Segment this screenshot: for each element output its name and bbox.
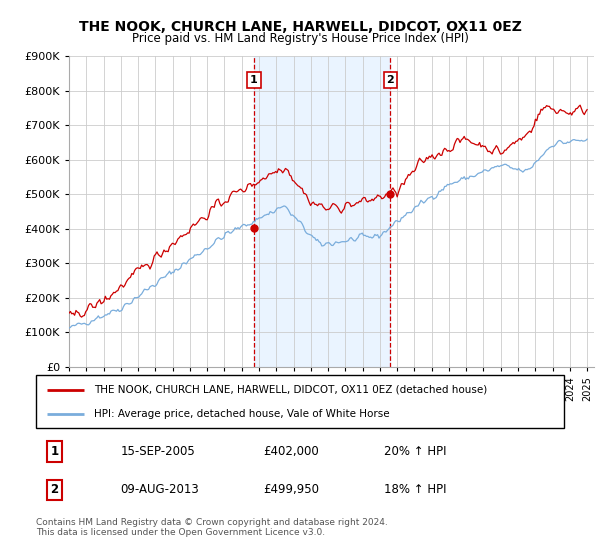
Text: 2: 2 — [386, 75, 394, 85]
Text: Contains HM Land Registry data © Crown copyright and database right 2024.
This d: Contains HM Land Registry data © Crown c… — [36, 518, 388, 538]
Text: THE NOOK, CHURCH LANE, HARWELL, DIDCOT, OX11 0EZ (detached house): THE NOOK, CHURCH LANE, HARWELL, DIDCOT, … — [94, 385, 487, 395]
Text: 09-AUG-2013: 09-AUG-2013 — [121, 483, 199, 496]
Text: 15-SEP-2005: 15-SEP-2005 — [121, 445, 195, 458]
Text: £499,950: £499,950 — [263, 483, 319, 496]
Text: 1: 1 — [250, 75, 258, 85]
Text: 20% ↑ HPI: 20% ↑ HPI — [385, 445, 447, 458]
Text: £402,000: £402,000 — [263, 445, 319, 458]
Text: HPI: Average price, detached house, Vale of White Horse: HPI: Average price, detached house, Vale… — [94, 409, 390, 419]
Text: Price paid vs. HM Land Registry's House Price Index (HPI): Price paid vs. HM Land Registry's House … — [131, 32, 469, 45]
Text: 2: 2 — [50, 483, 59, 496]
Text: 18% ↑ HPI: 18% ↑ HPI — [385, 483, 447, 496]
Text: 1: 1 — [50, 445, 59, 458]
Text: THE NOOK, CHURCH LANE, HARWELL, DIDCOT, OX11 0EZ: THE NOOK, CHURCH LANE, HARWELL, DIDCOT, … — [79, 20, 521, 34]
Bar — [254, 56, 390, 367]
